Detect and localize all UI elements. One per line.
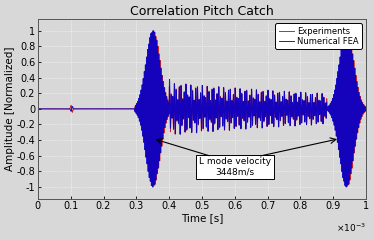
Numerical FEA [150,186,155,188]
Numerical FEA [364,108,369,110]
Numerical FEA [65,108,70,110]
Numerical FEA [276,110,280,113]
Line: Numerical FEA: Numerical FEA [38,31,367,187]
Line: Experiments: Experiments [38,31,367,187]
Numerical FEA [151,153,156,156]
Experiments [152,153,156,156]
Numerical FEA [344,29,349,32]
Numerical FEA [36,108,40,110]
Experiments [151,186,156,188]
Experiments [297,96,301,99]
Title: Correlation Pitch Catch: Correlation Pitch Catch [130,5,274,18]
X-axis label: Time [s]: Time [s] [181,213,223,223]
Text: L mode velocity
3448m/s: L mode velocity 3448m/s [199,157,271,177]
Experiments [36,108,40,110]
Experiments [151,29,156,32]
Legend: Experiments, Numerical FEA: Experiments, Numerical FEA [275,23,362,49]
Experiments [364,108,369,110]
Numerical FEA [152,48,156,51]
Numerical FEA [297,97,301,100]
Text: $\times$10$^{-3}$: $\times$10$^{-3}$ [336,222,366,234]
Experiments [276,120,280,123]
Numerical FEA [137,108,142,110]
Experiments [65,108,70,110]
Y-axis label: Amplitude [Normalized]: Amplitude [Normalized] [5,47,15,171]
Experiments [151,108,156,110]
Experiments [137,101,142,104]
